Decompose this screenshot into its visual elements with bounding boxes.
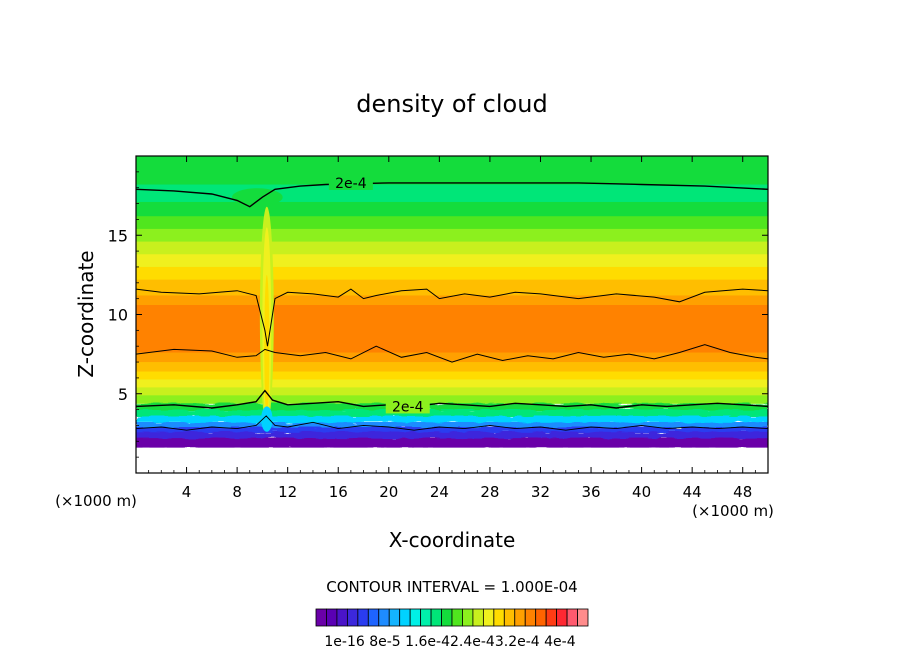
colorbar-swatch bbox=[482, 608, 495, 627]
contour-band bbox=[136, 352, 768, 363]
x-unit-left: (×1000 m) bbox=[55, 492, 137, 510]
x-tick-label: 16 bbox=[329, 483, 348, 501]
x-tick-label: 20 bbox=[379, 483, 398, 501]
contour-band bbox=[136, 387, 768, 396]
contour-band bbox=[136, 216, 768, 230]
plume-shape bbox=[264, 274, 270, 418]
contour-band bbox=[136, 427, 768, 433]
x-axis-ticks: 4 8 12 16 20 24 28 32 36 40 44 48 bbox=[148, 156, 756, 501]
chart-title: density of cloud bbox=[356, 90, 547, 118]
contour-line-upper-orange-edge bbox=[136, 288, 768, 347]
contour-band bbox=[136, 409, 768, 417]
colorbar-swatch bbox=[315, 608, 327, 627]
colorbar-swatch bbox=[524, 608, 537, 627]
colorbar-swatch bbox=[326, 608, 338, 627]
contour-label: 2e-4 bbox=[335, 176, 367, 192]
colorbar-swatch bbox=[545, 608, 558, 627]
y-axis-ticks: 5 10 15 bbox=[108, 171, 768, 458]
colorbar-swatch bbox=[503, 608, 516, 627]
colorbar-swatch bbox=[420, 608, 432, 627]
contour-band bbox=[136, 228, 768, 243]
x-tick-label: 24 bbox=[430, 483, 449, 501]
colorbar-swatch bbox=[430, 608, 442, 627]
contour-band bbox=[136, 254, 768, 268]
x-tick-label: 4 bbox=[182, 483, 192, 501]
colorbar-swatch bbox=[514, 608, 526, 627]
contour-band bbox=[136, 415, 768, 423]
colorbar-swatch bbox=[472, 608, 484, 627]
colorbar-swatch bbox=[336, 608, 348, 627]
colorbar-swatch bbox=[409, 608, 422, 627]
contour-band bbox=[136, 266, 768, 281]
x-tick-label: 32 bbox=[531, 483, 550, 501]
updraft-plume bbox=[232, 188, 283, 432]
colorbar-tick-labels: 1e-16 8e-5 1.6e-42.4e-43.2e-4 4e-4 bbox=[324, 634, 575, 650]
contour-band bbox=[136, 395, 768, 404]
colorbar-swatch bbox=[388, 608, 401, 627]
colorbar-swatch bbox=[577, 608, 589, 627]
plume-shape bbox=[261, 406, 273, 432]
x-tick-label: 12 bbox=[278, 483, 297, 501]
contour-band bbox=[136, 362, 768, 373]
contour-label-bg bbox=[385, 397, 430, 414]
colorbar-swatch bbox=[535, 608, 547, 627]
contour-band bbox=[136, 371, 768, 381]
colorbar-swatch bbox=[556, 608, 568, 627]
colorbar bbox=[315, 608, 589, 627]
x-tick-label: 44 bbox=[683, 483, 702, 501]
contour-line-lower-orange-edge bbox=[136, 344, 768, 363]
contour-band bbox=[136, 201, 768, 217]
plume-top-dimple bbox=[232, 188, 283, 207]
colorbar-swatch bbox=[378, 608, 390, 627]
colorbar-swatch bbox=[493, 608, 505, 627]
y-tick-label: 15 bbox=[108, 226, 128, 245]
colorbar-swatch bbox=[346, 608, 359, 627]
contour-line-lower-thin bbox=[136, 415, 768, 431]
colorbar-swatch bbox=[566, 608, 578, 627]
contour-band bbox=[136, 295, 768, 306]
colorbar-swatch bbox=[399, 608, 411, 627]
contour-interval-label: CONTOUR INTERVAL = 1.000E-04 bbox=[326, 578, 577, 596]
contour-line-upper-2e-4 bbox=[136, 182, 768, 208]
x-tick-label: 40 bbox=[632, 483, 651, 501]
contour-fill-bands bbox=[136, 156, 768, 473]
contour-band bbox=[136, 447, 768, 473]
contour-labels: 2e-4 2e-4 bbox=[328, 173, 430, 415]
contour-band bbox=[136, 184, 768, 203]
contour-line-lower-2e-4 bbox=[136, 389, 768, 409]
x-tick-label: 36 bbox=[581, 483, 600, 501]
colorbar-swatch bbox=[451, 608, 463, 627]
contour-band bbox=[136, 156, 768, 170]
x-tick-label: 8 bbox=[232, 483, 242, 501]
contour-band bbox=[136, 168, 768, 186]
colorbar-swatch bbox=[357, 608, 369, 627]
contour-band bbox=[136, 241, 768, 255]
contour-band bbox=[136, 403, 768, 411]
y-tick-label: 5 bbox=[118, 385, 128, 404]
x-unit-right: (×1000 m) bbox=[692, 502, 774, 520]
colorbar-swatch bbox=[441, 608, 453, 627]
colorbar-swatch bbox=[462, 608, 474, 627]
contour-band bbox=[136, 304, 768, 354]
contour-band bbox=[136, 279, 768, 297]
contour-band bbox=[136, 422, 768, 428]
contour-label-bg bbox=[328, 173, 373, 190]
contour-lines bbox=[136, 182, 768, 431]
contour-label: 2e-4 bbox=[392, 399, 424, 415]
y-axis-label: Z-coordinate bbox=[74, 250, 98, 377]
contour-band bbox=[136, 431, 768, 439]
x-tick-label: 28 bbox=[480, 483, 499, 501]
x-axis-label: X-coordinate bbox=[389, 528, 516, 552]
y-tick-label: 10 bbox=[108, 306, 128, 325]
contour-band bbox=[136, 438, 768, 449]
colorbar-swatch bbox=[367, 608, 380, 627]
contour-band bbox=[136, 379, 768, 389]
x-tick-label: 48 bbox=[733, 483, 752, 501]
